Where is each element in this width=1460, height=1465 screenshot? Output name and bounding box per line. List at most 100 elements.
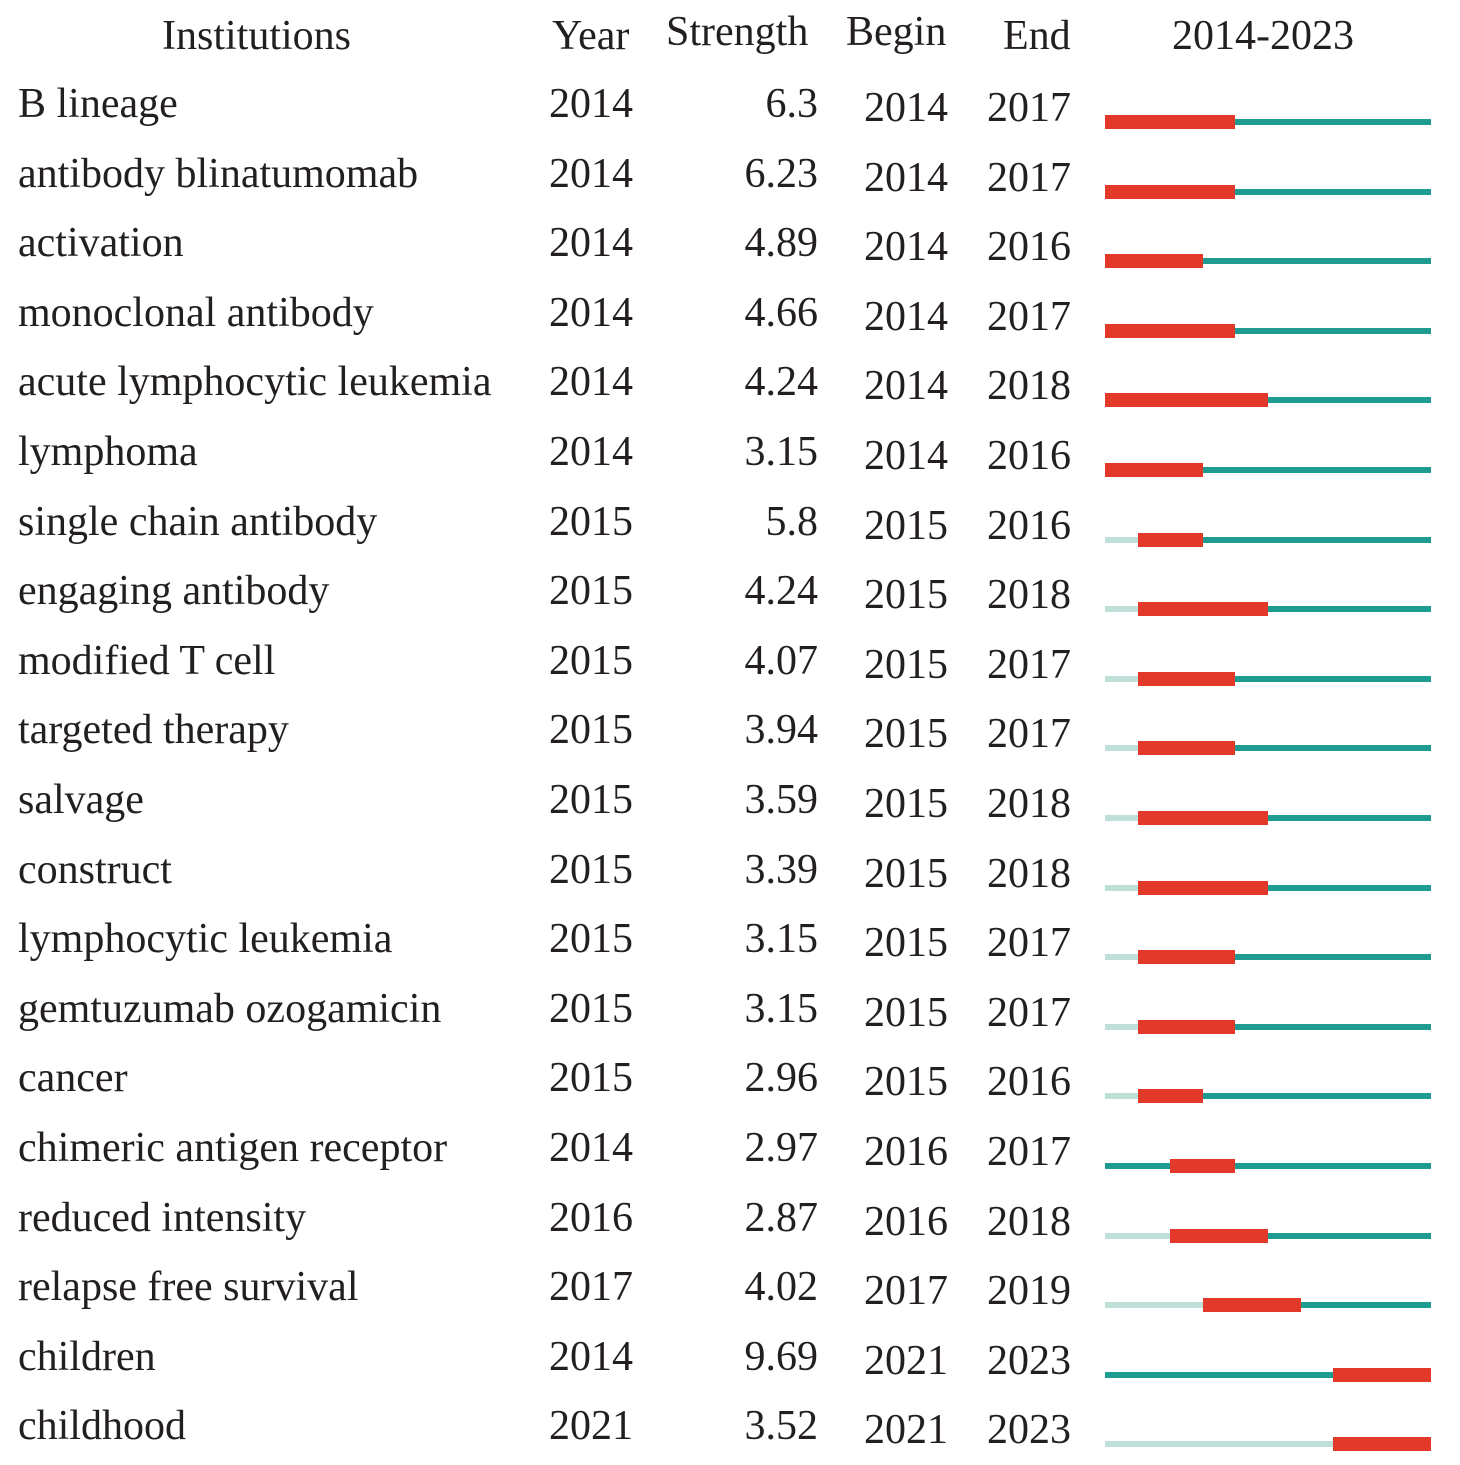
- term-label: relapse free survival: [18, 1264, 359, 1311]
- inactive-segment: [1105, 745, 1138, 752]
- begin-value: 2015: [864, 572, 948, 619]
- burst-segment: [1137, 741, 1236, 756]
- burst-rows: B lineage 2014 6.3 2014 2017 antibody blinatu…: [0, 70, 1460, 1462]
- begin-value: 2014: [864, 154, 948, 201]
- year-value: 2016: [549, 1194, 633, 1241]
- timeline-bar: [1105, 1367, 1431, 1382]
- active-segment: [1202, 466, 1431, 473]
- end-value: 2017: [987, 641, 1071, 688]
- strength-value: 6.3: [765, 81, 819, 127]
- timeline-bar: [1105, 1228, 1431, 1243]
- table-row: construct 2015 3.39 2015 2018: [0, 836, 1460, 906]
- strength-value: 3.15: [744, 985, 819, 1032]
- end-value: 2017: [987, 989, 1071, 1036]
- end-value: 2017: [987, 711, 1071, 758]
- end-value: 2018: [987, 1198, 1071, 1245]
- term-label: monoclonal antibody: [18, 289, 374, 336]
- inactive-segment: [1105, 606, 1138, 613]
- term-label: childhood: [18, 1403, 186, 1450]
- table-row: antibody blinatumomab 2014 6.23 2014 2017: [0, 140, 1460, 210]
- timeline-bar: [1105, 880, 1431, 895]
- active-segment: [1268, 397, 1431, 404]
- begin-value: 2014: [864, 85, 948, 131]
- term-label: gemtuzumab ozogamicin: [18, 985, 442, 1032]
- header-timeline-range: 2014-2023: [1172, 13, 1354, 59]
- begin-value: 2021: [864, 1337, 948, 1384]
- timeline-bar: [1105, 671, 1431, 686]
- table-row: lymphocytic leukemia 2015 3.15 2015 2017: [0, 905, 1460, 975]
- active-segment: [1105, 1162, 1171, 1169]
- inactive-segment: [1105, 884, 1138, 891]
- timeline-bar: [1105, 1019, 1431, 1034]
- timeline-bar: [1105, 323, 1431, 338]
- strength-value: 4.66: [744, 289, 819, 336]
- active-segment: [1202, 536, 1431, 543]
- year-value: 2014: [549, 81, 633, 127]
- end-value: 2018: [987, 850, 1071, 897]
- timeline-bar: [1105, 1298, 1431, 1313]
- timeline-bar: [1105, 115, 1431, 129]
- table-row: lymphoma 2014 3.15 2014 2016: [0, 418, 1460, 488]
- strength-value: 3.59: [744, 776, 819, 823]
- end-value: 2019: [987, 1268, 1071, 1315]
- begin-value: 2016: [864, 1128, 948, 1175]
- strength-value: 6.23: [744, 150, 819, 197]
- burst-segment: [1170, 1228, 1268, 1243]
- active-segment: [1235, 188, 1431, 195]
- timeline-bar: [1105, 741, 1431, 756]
- strength-value: 3.94: [744, 707, 819, 754]
- burst-segment: [1333, 1437, 1431, 1452]
- begin-value: 2015: [864, 780, 948, 827]
- year-value: 2015: [549, 916, 633, 963]
- table-row: B lineage 2014 6.3 2014 2017: [0, 70, 1460, 140]
- inactive-segment: [1105, 1232, 1171, 1239]
- inactive-segment: [1105, 1441, 1334, 1448]
- strength-value: 2.97: [744, 1124, 819, 1171]
- term-label: lymphoma: [18, 428, 198, 475]
- begin-value: 2015: [864, 989, 948, 1036]
- timeline-bar: [1105, 393, 1431, 408]
- header-year: Year: [552, 13, 630, 59]
- burst-segment: [1105, 184, 1236, 199]
- header-begin: Begin: [846, 9, 947, 55]
- active-segment: [1268, 814, 1431, 821]
- header-strength: Strength: [666, 9, 809, 55]
- begin-value: 2017: [864, 1268, 948, 1315]
- active-segment: [1300, 1302, 1431, 1309]
- timeline-bar: [1105, 184, 1431, 199]
- active-segment: [1202, 1093, 1431, 1100]
- strength-value: 5.8: [765, 498, 819, 545]
- active-segment: [1235, 954, 1431, 961]
- term-label: chimeric antigen receptor: [18, 1124, 448, 1171]
- strength-value: 3.39: [744, 846, 819, 893]
- table-row: engaging antibody 2015 4.24 2015 2018: [0, 557, 1460, 627]
- active-segment: [1268, 606, 1431, 613]
- year-value: 2017: [549, 1264, 633, 1311]
- table-row: reduced intensity 2016 2.87 2016 2018: [0, 1184, 1460, 1254]
- term-label: modified T cell: [18, 637, 276, 684]
- begin-value: 2015: [864, 641, 948, 688]
- term-label: B lineage: [18, 81, 178, 127]
- active-segment: [1235, 1162, 1431, 1169]
- table-row: cancer 2015 2.96 2015 2016: [0, 1044, 1460, 1114]
- active-segment: [1235, 745, 1431, 752]
- begin-value: 2015: [864, 1059, 948, 1106]
- timeline-bar: [1105, 462, 1431, 477]
- active-segment: [1235, 327, 1431, 334]
- timeline-bar: [1105, 1089, 1431, 1104]
- begin-value: 2014: [864, 224, 948, 271]
- timeline-bar: [1105, 1158, 1431, 1173]
- end-value: 2023: [987, 1407, 1071, 1454]
- begin-value: 2021: [864, 1407, 948, 1454]
- timeline-bar: [1105, 254, 1431, 269]
- year-value: 2015: [549, 1055, 633, 1102]
- year-value: 2014: [549, 359, 633, 406]
- year-value: 2015: [549, 568, 633, 615]
- active-segment: [1268, 884, 1431, 891]
- table-row: children 2014 9.69 2021 2023: [0, 1323, 1460, 1393]
- timeline-bar: [1105, 532, 1431, 547]
- table-row: gemtuzumab ozogamicin 2015 3.15 2015 2017: [0, 975, 1460, 1045]
- term-label: reduced intensity: [18, 1194, 307, 1241]
- strength-value: 9.69: [744, 1333, 819, 1380]
- inactive-segment: [1105, 1023, 1138, 1030]
